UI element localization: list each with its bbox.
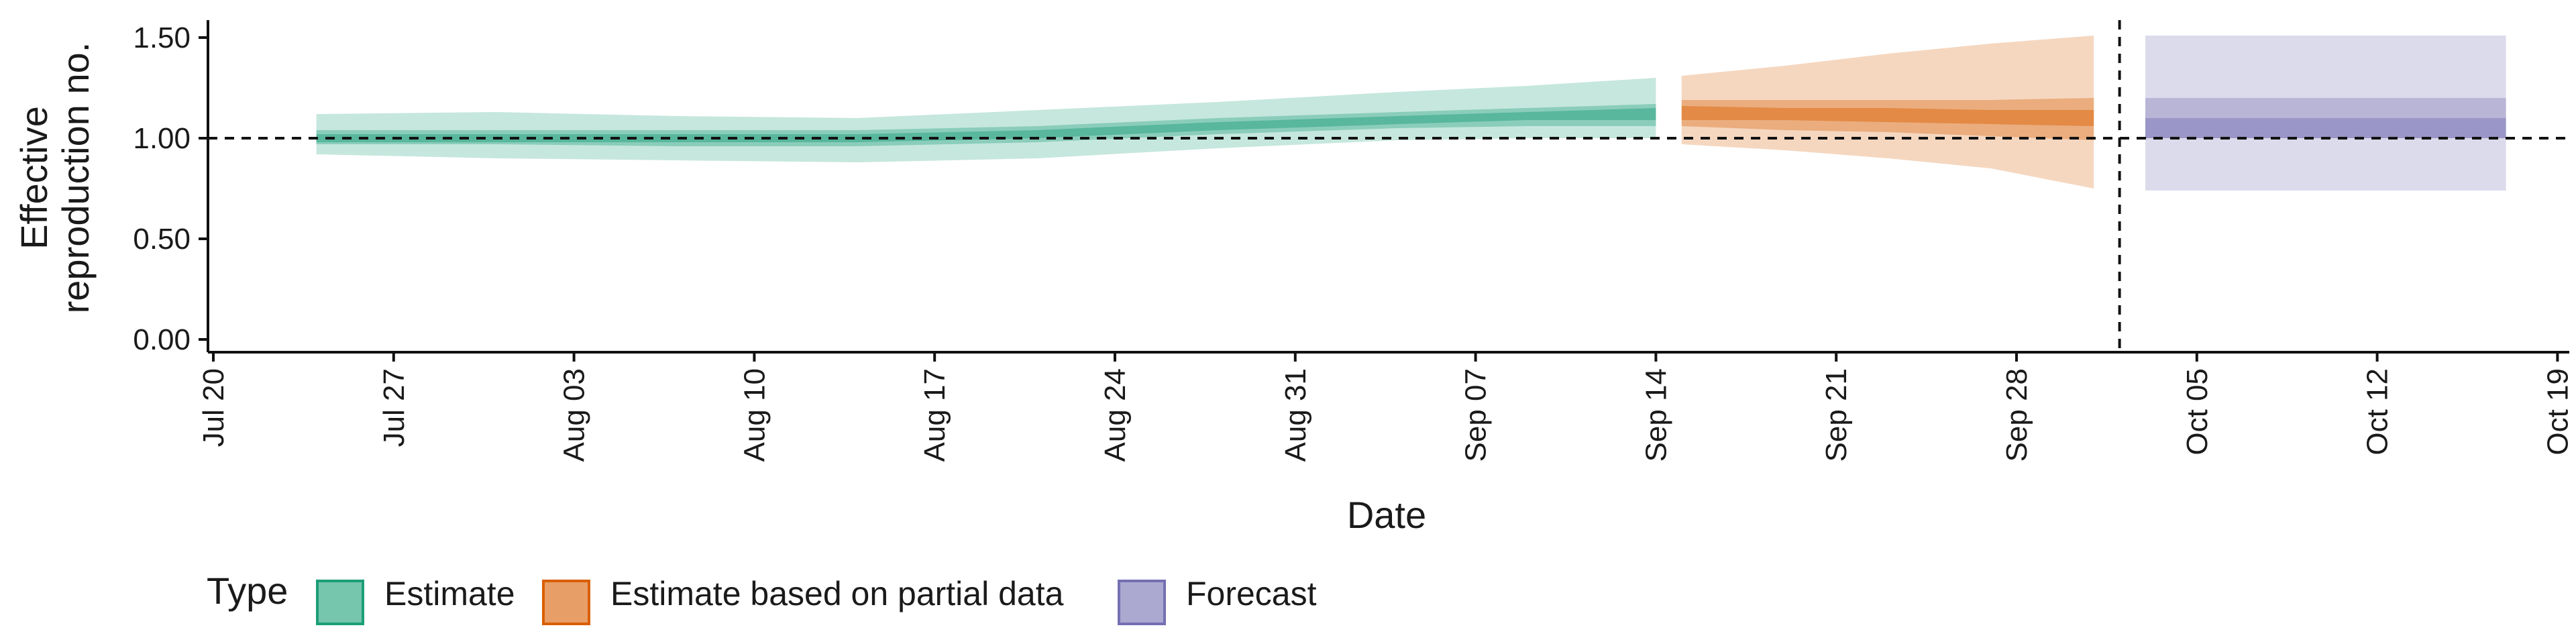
legend-label-estimate-based-on-partial-data: Estimate based on partial data (610, 575, 1064, 612)
x-axis-ticks: Jul 20 Jul 27 Aug 03 Aug 10 Aug 17 Aug 24 Aug … (197, 352, 2574, 462)
ribbon-forecast-50 (2145, 98, 2506, 138)
legend: Type Estimate Estimate based on partial da… (207, 570, 1317, 625)
ribbon-forecast-90 (2145, 36, 2506, 191)
ribbon-estimate-90 (316, 78, 1656, 162)
legend-label-estimate: Estimate (384, 575, 515, 612)
x-tick-label: Sep 28 (2000, 368, 2033, 462)
x-axis-title: Date (1347, 494, 1426, 536)
ribbon-estimate-based-on-partial-data-50 (1681, 98, 2094, 140)
x-tick-label: Sep 07 (1460, 368, 1493, 462)
x-tick-label: Oct 05 (2181, 368, 2214, 455)
x-tick-label: Aug 03 (558, 368, 591, 462)
y-axis-title-line-1: Effective (13, 106, 55, 250)
ribbons-layer (316, 36, 2506, 191)
legend-key-estimate-based-on-partial-data (542, 580, 590, 625)
x-tick-label: Oct 12 (2361, 368, 2394, 455)
x-tick-label: Aug 17 (918, 368, 951, 462)
y-axis-title-line-2: reproduction no. (54, 42, 97, 314)
legend-title: Type (207, 570, 288, 612)
x-tick-label: Jul 20 (197, 368, 230, 447)
x-tick-label: Aug 24 (1099, 368, 1132, 462)
ribbon-estimate-based-on-partial-data-90 (1681, 36, 2094, 189)
legend-label-forecast: Forecast (1186, 575, 1317, 612)
x-tick-label: Aug 10 (738, 368, 771, 462)
x-tick-label: Jul 27 (378, 368, 411, 447)
ribbon-forecast-20 (2145, 118, 2506, 138)
x-tick-label: Oct 19 (2541, 368, 2574, 455)
legend-key-forecast (1118, 580, 1166, 625)
y-axis-ticks: 0.00 0.50 1.00 1.50 (133, 21, 208, 356)
y-tick-label: 0.00 (133, 323, 191, 356)
ribbon-estimate-based-on-partial-data-20 (1681, 106, 2094, 126)
x-tick-label: Sep 14 (1640, 368, 1672, 462)
ribbon-estimate-50 (316, 104, 1656, 146)
legend-key-estimate (316, 580, 364, 625)
x-tick-label: Sep 21 (1820, 368, 1853, 462)
y-tick-label: 1.50 (133, 21, 191, 54)
y-tick-label: 0.50 (133, 223, 191, 256)
y-tick-label: 1.00 (133, 122, 191, 155)
x-tick-label: Aug 31 (1279, 368, 1312, 462)
